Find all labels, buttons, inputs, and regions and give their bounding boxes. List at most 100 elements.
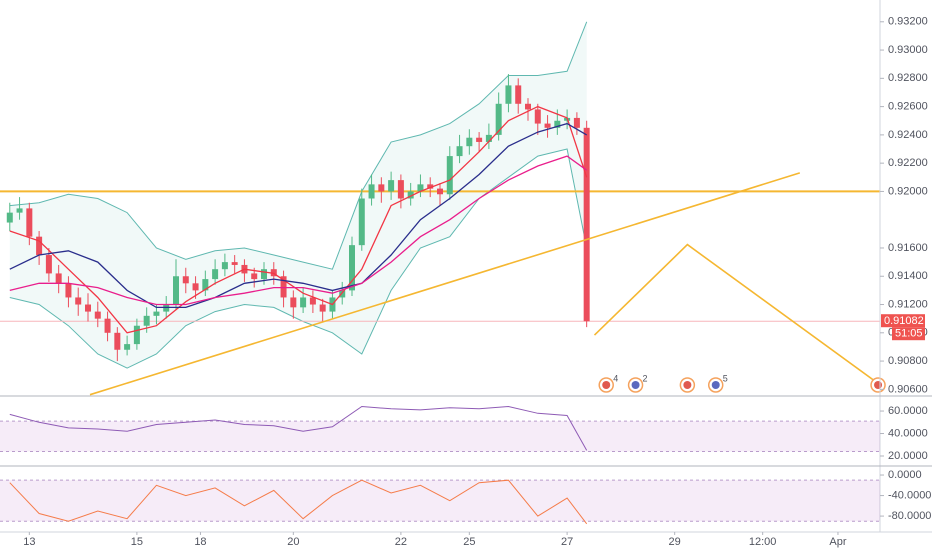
- candle-body: [251, 273, 258, 280]
- countdown-label: 51:05: [895, 328, 923, 340]
- indicator-band: [0, 421, 880, 452]
- y-tick-label: -80.0000: [888, 510, 931, 522]
- moving-average: [9, 105, 588, 334]
- candle-body: [427, 184, 434, 189]
- candle-body: [349, 245, 355, 291]
- y-tick-label: 0.93200: [888, 16, 928, 28]
- y-tick-label: 0.92600: [888, 101, 928, 113]
- event-flag: [874, 381, 883, 389]
- x-tick-label: 29: [669, 536, 681, 548]
- candle-body: [388, 180, 395, 192]
- x-tick-label: 25: [463, 536, 475, 548]
- candle-body: [143, 315, 150, 326]
- candle-body: [65, 283, 72, 298]
- candle-body: [45, 255, 52, 274]
- candle-body: [505, 85, 512, 104]
- bollinger-upper: [9, 21, 588, 270]
- moving-average: [9, 155, 588, 306]
- candle-body: [182, 276, 189, 284]
- candle-body: [515, 85, 522, 104]
- candle-body: [231, 262, 238, 265]
- x-tick-label: Apr: [829, 536, 846, 548]
- last-price-box: [881, 314, 925, 328]
- candle-body: [554, 120, 561, 128]
- x-tick-label: 27: [561, 536, 573, 548]
- y-tick-label: 0.90600: [888, 383, 928, 395]
- indicator-band: [0, 480, 880, 522]
- candle-body: [466, 137, 473, 147]
- candle-body: [114, 332, 121, 350]
- last-price-label: 0.91082: [884, 315, 924, 327]
- trend-drawing: [89, 172, 801, 396]
- candle-body: [173, 276, 179, 305]
- candle-body: [16, 208, 23, 213]
- candle-body: [573, 117, 580, 128]
- candle-body: [280, 276, 287, 298]
- candle-body: [476, 137, 483, 142]
- y-tick-label: 0.0000: [888, 469, 922, 481]
- candle-body: [36, 236, 43, 256]
- candle-body: [85, 304, 91, 312]
- indicator-line: [9, 405, 588, 451]
- candle-body: [534, 109, 541, 124]
- indicator-line: [9, 479, 588, 525]
- candle-body: [192, 283, 199, 291]
- candle-body: [75, 297, 82, 305]
- event-count: 4: [613, 373, 618, 383]
- candle-body: [55, 273, 62, 284]
- candle-body: [300, 297, 307, 308]
- y-tick-label: 0.91600: [888, 242, 928, 254]
- candle-body: [261, 269, 267, 280]
- candle-body: [417, 184, 424, 192]
- candle-body: [437, 188, 443, 195]
- candle-body: [270, 269, 277, 277]
- candle-body: [446, 156, 453, 195]
- candle-body: [525, 103, 531, 110]
- y-tick-label: 0.91400: [888, 270, 928, 282]
- candle-body: [163, 304, 170, 312]
- candle-body: [456, 146, 463, 157]
- x-tick-label: 22: [395, 536, 407, 548]
- event-flag: [631, 381, 640, 389]
- candle-body: [583, 127, 590, 322]
- y-tick-label: 0.92200: [888, 157, 928, 169]
- event-count: 5: [723, 373, 728, 383]
- candle-body: [26, 208, 33, 237]
- y-tick-label: 0.93000: [888, 44, 928, 56]
- candle-body: [6, 212, 13, 223]
- candle-body: [124, 344, 131, 350]
- candle-body: [358, 198, 365, 246]
- candle-body: [544, 123, 551, 128]
- candle-body: [397, 180, 404, 199]
- y-tick-label: 20.0000: [888, 450, 928, 462]
- candle-body: [104, 318, 111, 333]
- y-tick-label: -40.0000: [888, 489, 931, 501]
- event-count: 2: [643, 373, 648, 383]
- trend-drawing: [593, 243, 881, 386]
- candle-body: [378, 184, 385, 192]
- candle-body: [290, 297, 297, 308]
- candle-body: [368, 184, 375, 199]
- y-tick-label: 0.90800: [888, 355, 928, 367]
- countdown-box: [892, 327, 925, 341]
- candle-body: [153, 311, 160, 316]
- x-tick-label: 15: [131, 536, 143, 548]
- candle-body: [94, 311, 101, 319]
- y-tick-label: 0.92000: [888, 185, 928, 197]
- event-flag: [683, 381, 692, 389]
- candle-body: [212, 269, 219, 280]
- candle-body: [495, 103, 502, 135]
- event-flag: [602, 381, 611, 389]
- x-tick-label: 18: [194, 536, 206, 548]
- y-tick-label: 0.92800: [888, 72, 928, 84]
- bollinger-fill: [9, 21, 587, 369]
- candle-body: [309, 297, 316, 305]
- event-flag: [711, 381, 720, 389]
- y-tick-label: 40.0000: [888, 427, 928, 439]
- candle-body: [407, 191, 414, 199]
- y-tick-label: 0.91200: [888, 298, 928, 310]
- candle-body: [221, 262, 228, 270]
- moving-average: [9, 122, 588, 309]
